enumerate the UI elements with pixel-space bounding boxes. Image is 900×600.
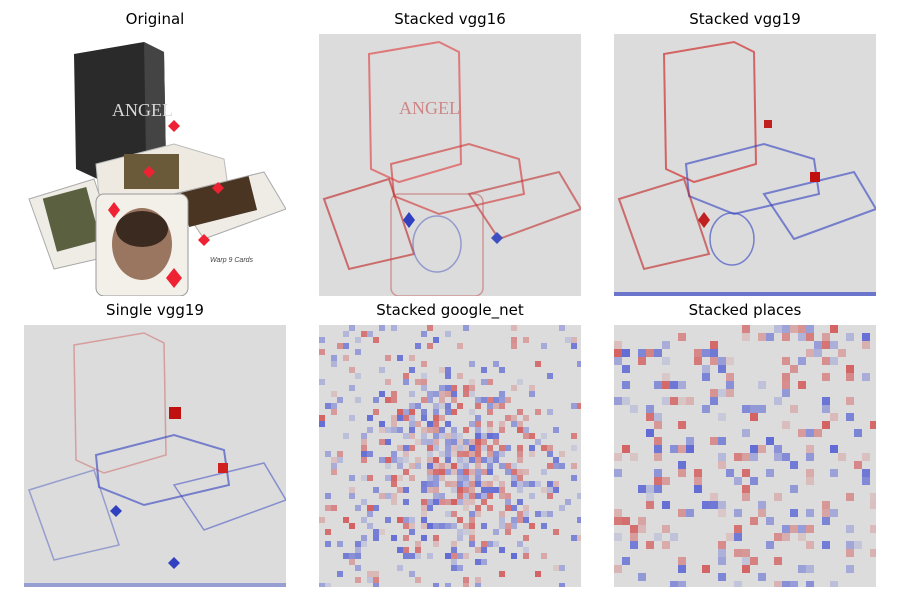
panel-title: Stacked vgg19 — [689, 10, 801, 28]
panel-title: Original — [125, 10, 185, 28]
panel-title: Stacked google_net — [376, 301, 524, 319]
saliency-map-google-net — [319, 325, 581, 587]
panel-title: Single vgg19 — [106, 301, 204, 319]
svg-text:ANGEL: ANGEL — [399, 98, 460, 118]
saliency-map-places — [614, 325, 876, 587]
brand-text: ANGEL — [112, 100, 173, 120]
saliency-map-single-vgg19 — [24, 325, 286, 587]
panel-title: Stacked vgg16 — [394, 10, 506, 28]
panel-title: Stacked places — [688, 301, 802, 319]
credit-text: Warp 9 Cards — [210, 257, 254, 264]
original-image: ANGEL Warp 9 Cards — [24, 34, 286, 296]
saliency-map-stacked-vgg19 — [614, 34, 876, 296]
saliency-map-vgg16: ANGEL — [319, 34, 581, 296]
